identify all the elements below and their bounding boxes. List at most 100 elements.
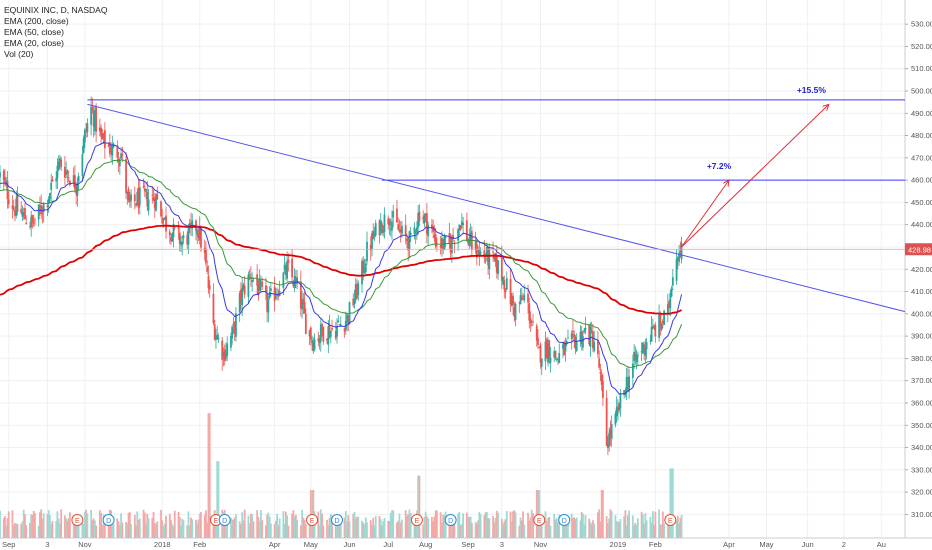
volume-bar bbox=[579, 520, 582, 538]
candle-body bbox=[492, 251, 494, 253]
candle-body bbox=[163, 217, 166, 220]
candle-body bbox=[215, 335, 217, 340]
candle-body bbox=[500, 256, 503, 281]
volume-bar bbox=[75, 514, 78, 538]
candle-body bbox=[221, 340, 224, 360]
candle-body bbox=[126, 191, 129, 194]
volume-bar bbox=[628, 510, 631, 538]
volume-bar bbox=[143, 512, 146, 538]
volume-bar bbox=[593, 523, 596, 538]
volume-bar bbox=[286, 515, 289, 538]
volume-bar bbox=[21, 521, 24, 538]
candle-body bbox=[547, 344, 549, 363]
candle-body bbox=[580, 330, 583, 345]
volume-bar bbox=[352, 513, 355, 538]
marker-letter: D bbox=[335, 518, 340, 525]
candle-body bbox=[435, 243, 438, 246]
candle-body bbox=[474, 240, 477, 250]
volume-bar bbox=[661, 511, 664, 538]
volume-bar bbox=[156, 521, 159, 538]
volume-bar bbox=[276, 513, 279, 538]
candle-body bbox=[378, 220, 381, 235]
volume-bar bbox=[676, 515, 679, 538]
price-tick-label: 410.00 bbox=[911, 287, 932, 296]
volume-bar bbox=[619, 519, 622, 538]
candle-body bbox=[127, 189, 130, 201]
volume-bar bbox=[128, 512, 131, 538]
candle-body bbox=[598, 358, 601, 368]
candle-body bbox=[676, 257, 679, 260]
candle-body bbox=[353, 299, 356, 305]
candle-body bbox=[432, 226, 435, 232]
candle-body bbox=[98, 127, 101, 132]
candle-body bbox=[553, 351, 556, 358]
volume-bar bbox=[308, 521, 311, 538]
volume-bar bbox=[49, 514, 51, 538]
candle-body bbox=[509, 279, 512, 305]
price-axis: 310.00 320.00 330.00 340.00 350.00 360.00 370.… bbox=[905, 20, 932, 519]
candle-body bbox=[669, 293, 672, 308]
candle-body bbox=[545, 338, 548, 359]
candle-body bbox=[172, 224, 175, 238]
volume-bar bbox=[215, 517, 217, 538]
legend-volume[interactable]: Vol (20) bbox=[4, 49, 34, 59]
candle-body bbox=[14, 210, 16, 216]
volume-bar bbox=[495, 510, 498, 538]
candle-body bbox=[530, 325, 533, 327]
candle-body bbox=[309, 327, 312, 340]
candle-body bbox=[519, 295, 522, 305]
candle-body bbox=[136, 192, 139, 206]
volume-bar bbox=[235, 514, 237, 538]
candle-body bbox=[485, 247, 488, 257]
volume-bar bbox=[34, 513, 36, 538]
dividend-marker: D bbox=[331, 514, 344, 526]
candle-body bbox=[233, 322, 236, 334]
volume-bar bbox=[598, 509, 601, 538]
candle-body bbox=[494, 253, 497, 262]
volume-bar bbox=[111, 517, 114, 538]
candle-body bbox=[216, 335, 219, 340]
candle-body bbox=[138, 187, 141, 206]
volume-bar bbox=[277, 525, 280, 538]
volume-bar bbox=[241, 512, 244, 538]
candle-body bbox=[261, 281, 264, 287]
volume-bar bbox=[494, 517, 497, 538]
volume-bar bbox=[426, 516, 428, 538]
legend-ema50[interactable]: EMA (50, close) bbox=[4, 27, 64, 37]
candle-body bbox=[602, 381, 604, 398]
candle-body bbox=[180, 241, 182, 245]
volume-bar bbox=[6, 518, 9, 538]
time-tick-label: 3 bbox=[500, 540, 504, 549]
candle-body bbox=[392, 211, 395, 218]
candle-body bbox=[170, 237, 172, 241]
volume-bar bbox=[252, 521, 255, 538]
volume-bar bbox=[250, 513, 252, 538]
volume-bar bbox=[570, 513, 573, 538]
volume-bar bbox=[574, 519, 577, 538]
candle-body bbox=[331, 327, 333, 330]
candle-body bbox=[247, 274, 250, 297]
legend-ema20[interactable]: EMA (20, close) bbox=[4, 38, 64, 48]
volume-bar bbox=[118, 524, 121, 538]
volume-bar bbox=[512, 511, 514, 538]
volume-bar bbox=[382, 521, 385, 538]
legend-ema200[interactable]: EMA (200, close) bbox=[4, 16, 69, 26]
candle-body bbox=[479, 251, 482, 254]
volume-bar bbox=[25, 525, 28, 538]
candle-body bbox=[95, 106, 98, 132]
candle-body bbox=[584, 327, 587, 331]
volume-bar bbox=[20, 523, 23, 538]
volume-bar bbox=[555, 518, 558, 538]
candle-body bbox=[605, 397, 608, 446]
candle-body bbox=[322, 327, 325, 342]
candle-body bbox=[34, 219, 36, 221]
volume-bar bbox=[82, 523, 85, 538]
candle-body bbox=[121, 153, 124, 156]
volume-bar bbox=[232, 519, 235, 538]
volume-bar bbox=[584, 515, 587, 538]
volume-bar bbox=[453, 517, 456, 538]
legend-symbol[interactable]: EQUINIX INC, D, NASDAQ bbox=[4, 5, 108, 15]
volume-bar bbox=[56, 511, 59, 538]
volume-bar bbox=[55, 521, 58, 538]
volume-bar bbox=[478, 511, 481, 538]
